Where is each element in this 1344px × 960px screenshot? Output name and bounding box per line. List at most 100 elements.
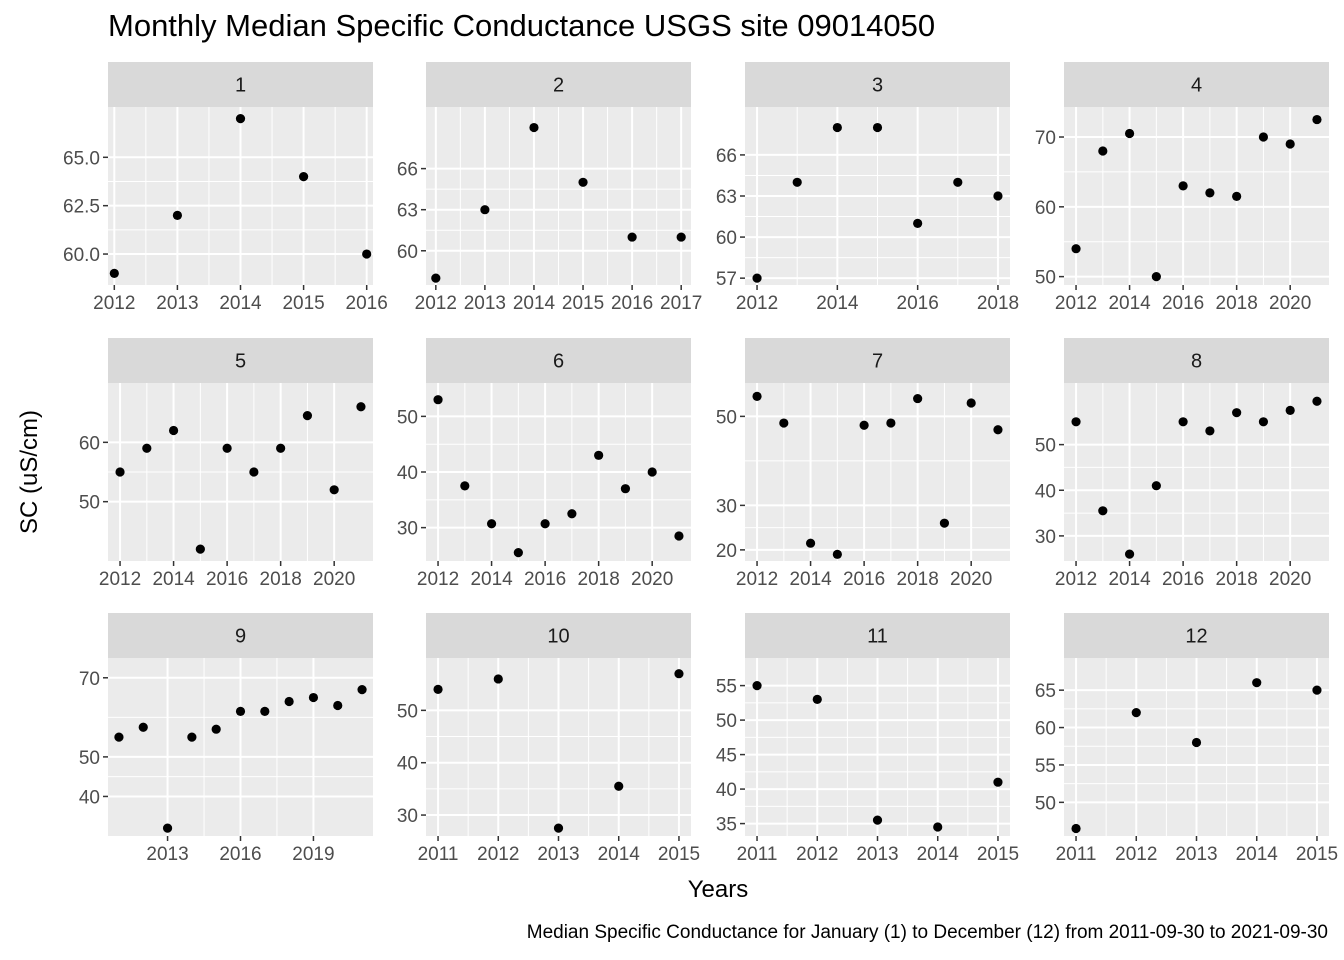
x-tick-label: 2016	[1162, 293, 1204, 314]
data-point	[1258, 417, 1269, 427]
data-point	[260, 706, 270, 717]
y-tick-label: 70	[1035, 128, 1056, 149]
y-tick-label: 50	[397, 701, 418, 722]
x-tick-label: 2016	[219, 844, 261, 865]
data-point	[1285, 405, 1295, 415]
data-point	[993, 191, 1003, 201]
x-tick-label: 2014	[917, 844, 960, 865]
data-point	[115, 467, 125, 477]
y-tick-label: 65	[1035, 681, 1056, 702]
x-tick-label: 2018	[897, 569, 939, 590]
facet-strip-label: 7	[872, 351, 883, 373]
y-tick-label: 50	[1035, 436, 1056, 457]
y-tick-label: 40	[1035, 481, 1056, 502]
data-point	[529, 122, 539, 133]
data-point	[886, 418, 896, 428]
data-point	[620, 484, 631, 494]
y-tick-label: 50	[716, 407, 737, 428]
x-tick-label: 2014	[470, 569, 513, 590]
data-point	[1131, 707, 1141, 718]
x-tick-label: 2015	[1296, 844, 1338, 865]
data-point	[567, 509, 577, 519]
facet-strip	[1064, 338, 1329, 383]
facet-strip	[745, 338, 1010, 383]
data-point	[1258, 132, 1269, 142]
facet-strip-label: 5	[235, 351, 246, 373]
data-point	[752, 273, 762, 283]
data-point	[1151, 272, 1161, 282]
y-tick-label: 60	[1035, 719, 1056, 740]
data-point	[792, 177, 802, 187]
x-tick-label: 2018	[260, 569, 302, 590]
data-point	[993, 777, 1003, 787]
data-point	[1232, 191, 1242, 201]
facet-strip-label: 2	[553, 75, 564, 97]
data-point	[168, 425, 179, 436]
data-point	[162, 823, 173, 833]
x-tick-label: 2012	[99, 569, 141, 590]
data-point	[433, 395, 443, 405]
x-tick-label: 2014	[598, 844, 641, 865]
data-point	[1191, 737, 1202, 748]
data-point	[812, 694, 822, 704]
data-point	[1178, 417, 1188, 427]
data-point	[1312, 396, 1322, 406]
x-tick-label: 2016	[897, 293, 939, 314]
y-tick-label: 57	[716, 269, 737, 290]
x-tick-label: 2014	[1108, 293, 1151, 314]
data-point	[872, 122, 883, 133]
data-point	[333, 700, 343, 711]
data-point	[493, 674, 503, 684]
x-tick-label: 2011	[1056, 844, 1097, 865]
y-tick-label: 55	[1035, 756, 1056, 777]
x-tick-label: 2014	[513, 293, 556, 314]
data-point	[674, 531, 684, 541]
x-tick-label: 2011	[737, 844, 778, 865]
x-tick-label: 2014	[816, 293, 859, 314]
x-tick-label: 2013	[537, 844, 579, 865]
x-tick-label: 2017	[660, 293, 702, 314]
x-tick-label: 2013	[1175, 844, 1217, 865]
data-point	[114, 732, 124, 742]
data-point	[284, 696, 294, 707]
data-point	[513, 548, 523, 558]
y-tick-label: 50	[1035, 268, 1056, 289]
x-tick-label: 2013	[146, 844, 188, 865]
data-point	[302, 411, 313, 421]
y-tick-label: 30	[397, 519, 418, 540]
facet-strip-label: 8	[1191, 351, 1202, 373]
x-tick-label: 2020	[950, 569, 992, 590]
x-tick-label: 2020	[1269, 293, 1311, 314]
data-point	[357, 685, 367, 695]
data-point	[211, 724, 221, 734]
x-tick-label: 2018	[977, 293, 1019, 314]
data-point	[222, 443, 232, 453]
data-point	[1071, 244, 1081, 254]
y-tick-label: 40	[79, 787, 100, 808]
y-tick-label: 50	[79, 748, 100, 769]
x-tick-label: 2020	[631, 569, 673, 590]
x-tick-label: 2016	[843, 569, 885, 590]
data-point	[276, 443, 286, 453]
data-point	[1124, 549, 1135, 559]
data-point	[109, 268, 119, 278]
y-tick-label: 40	[716, 780, 737, 801]
data-point	[872, 815, 883, 825]
data-point	[1232, 408, 1242, 418]
data-point	[298, 172, 309, 182]
y-tick-label: 65.0	[63, 148, 100, 169]
x-tick-label: 2014	[219, 293, 262, 314]
data-point	[647, 467, 657, 477]
data-point	[966, 398, 976, 408]
facet-strip-label: 3	[872, 75, 883, 97]
facet-strip-label: 11	[867, 626, 888, 648]
data-point	[752, 680, 762, 691]
data-point	[329, 485, 339, 495]
data-point	[142, 443, 152, 453]
x-tick-label: 2016	[346, 293, 388, 314]
data-point	[1205, 426, 1215, 436]
y-tick-label: 70	[79, 669, 100, 690]
y-tick-label: 63	[397, 201, 418, 222]
